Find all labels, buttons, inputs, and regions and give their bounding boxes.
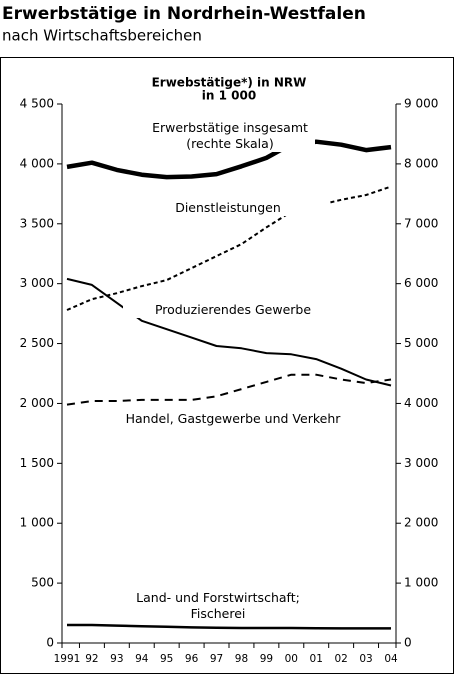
x-tick-label: 95 (160, 653, 173, 665)
y-tick-label: 500 (31, 576, 54, 590)
x-tick-label: 96 (185, 653, 199, 665)
series-label: Handel, Gastgewerbe und Verkehr (93, 411, 373, 427)
y2-tick-label: 2 000 (404, 516, 438, 530)
x-tick-label: 04 (384, 653, 398, 665)
x-tick-label: 01 (310, 653, 323, 665)
chart-title: Erwebstätige*) in NRW (152, 76, 307, 90)
x-tick-label: 1991 (54, 653, 81, 665)
x-tick-label: 00 (285, 653, 298, 665)
y-tick-label: 0 (46, 636, 54, 650)
y-tick-label: 2 000 (20, 396, 54, 410)
y2-tick-label: 7 000 (404, 216, 438, 230)
y-tick-label: 3 500 (20, 216, 54, 230)
series-line (67, 623, 391, 630)
series-label: Land- und Forstwirtschaft; Fischerei (123, 590, 313, 622)
x-tick-label: 98 (235, 653, 248, 665)
x-tick-label: 03 (359, 653, 372, 665)
chart-unit: in 1 000 (202, 89, 256, 103)
title: Erwerbstätige in Nordrhein-Westfalen (2, 4, 366, 24)
y-tick-label: 2 500 (20, 336, 54, 350)
series-line (66, 277, 392, 387)
x-tick-label: 93 (110, 653, 123, 665)
x-tick-label: 02 (334, 653, 347, 665)
x-tick-label: 94 (135, 653, 149, 665)
series-label: Erwerbstätige insgesamt (rechte Skala) (145, 120, 315, 152)
series-line (66, 373, 392, 406)
series-label: Produzierendes Gewerbe (123, 302, 343, 318)
y2-tick-label: 8 000 (404, 156, 438, 170)
y2-tick-label: 0 (404, 636, 412, 650)
x-tick-label: 97 (210, 653, 223, 665)
y2-tick-label: 1 000 (404, 576, 438, 590)
series-line (66, 139, 392, 180)
y2-tick-label: 5 000 (404, 336, 438, 350)
series-label: Dienstleistungen (128, 200, 328, 216)
y2-tick-label: 6 000 (404, 276, 438, 290)
y-tick-label: 1 500 (20, 456, 54, 470)
y-tick-label: 1 000 (20, 516, 54, 530)
y2-tick-label: 3 000 (404, 456, 438, 470)
y2-tick-label: 9 000 (404, 97, 438, 111)
y-tick-label: 4 000 (20, 156, 54, 170)
series-line (66, 185, 392, 311)
x-tick-label: 99 (260, 653, 273, 665)
y2-tick-label: 4 000 (404, 396, 438, 410)
y-tick-label: 4 500 (20, 97, 54, 111)
subtitle: nach Wirtschaftsbereichen (2, 27, 202, 45)
x-tick-label: 92 (85, 653, 98, 665)
y-tick-label: 3 000 (20, 276, 54, 290)
